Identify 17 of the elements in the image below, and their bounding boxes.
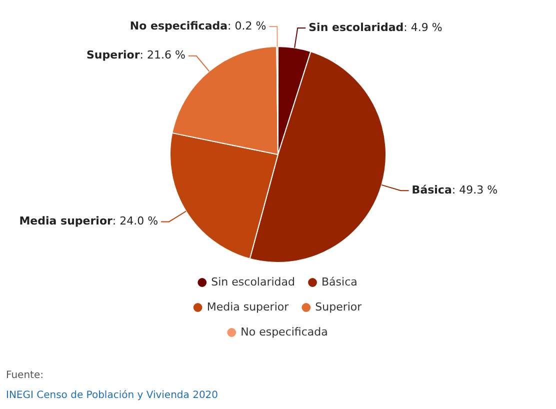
slice-label: Básica xyxy=(412,183,452,196)
data-label: : 4.9 % xyxy=(404,20,442,34)
data-label: : 24.0 % xyxy=(112,214,158,228)
slice-label: Media superior xyxy=(19,214,114,228)
data-label: : 0.2 % xyxy=(228,19,266,32)
slice-label: Sin escolaridad xyxy=(308,20,404,34)
legend-label: Media superior xyxy=(206,300,290,314)
slice-label: Superior xyxy=(86,48,140,62)
data-label: : 49.3 % xyxy=(452,183,498,196)
text: INEGI Censo de Población y Vivienda 2020 xyxy=(6,389,220,403)
slice-label: No especificada xyxy=(130,19,228,32)
legend-label: Básica xyxy=(322,275,358,288)
legend-label: Superior xyxy=(315,300,362,314)
legend-label: No especificada xyxy=(240,325,328,338)
legend-label: Sin escolaridad xyxy=(211,275,296,288)
data-label: : 21.6 % xyxy=(140,48,186,62)
source-note: Fuente: xyxy=(6,369,44,383)
